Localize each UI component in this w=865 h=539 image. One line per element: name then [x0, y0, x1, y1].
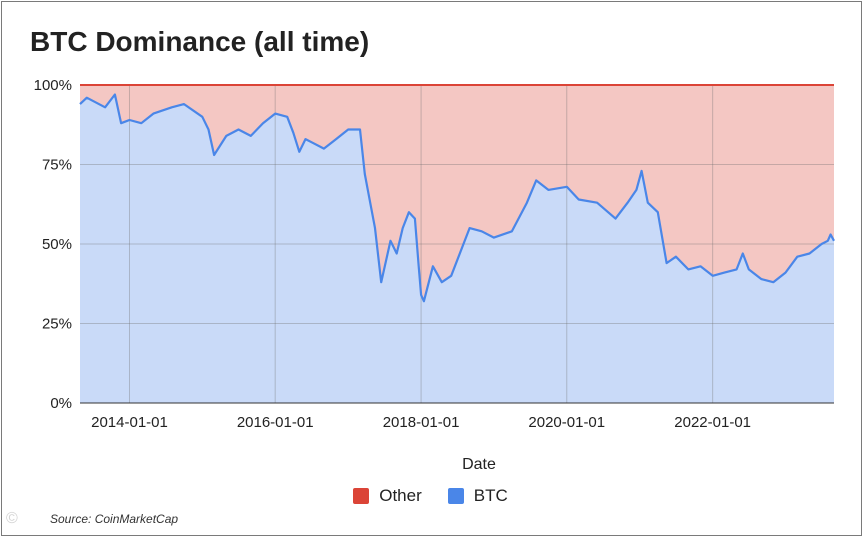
y-tick-label: 100% [34, 77, 72, 94]
x-tick-label: 2014-01-01 [91, 414, 168, 431]
legend-item-btc[interactable]: BTC [447, 486, 508, 506]
legend-item-other[interactable]: Other [353, 486, 422, 506]
legend-swatch-btc [447, 488, 464, 504]
x-axis-title: Date [462, 456, 496, 473]
watermark: © [6, 510, 18, 527]
y-tick-label: 25% [42, 316, 72, 333]
source-note: Source: CoinMarketCap [50, 512, 179, 526]
btc-area [80, 94, 834, 403]
btc-line [79, 93, 835, 303]
y-tick-label: 75% [42, 157, 72, 174]
y-tick-label: 0% [50, 395, 72, 412]
legend: Other BTC [0, 486, 861, 506]
x-tick-label: 2016-01-01 [237, 414, 314, 431]
legend-label-btc: BTC [473, 486, 508, 505]
x-tick-label: 2020-01-01 [528, 414, 605, 431]
legend-swatch-other [353, 488, 370, 504]
legend-label-other: Other [379, 486, 422, 505]
x-tick-label: 2022-01-01 [674, 414, 751, 431]
y-tick-label: 50% [42, 236, 72, 253]
x-tick-label: 2018-01-01 [383, 414, 460, 431]
chart-title: BTC Dominance (all time) [30, 26, 370, 57]
